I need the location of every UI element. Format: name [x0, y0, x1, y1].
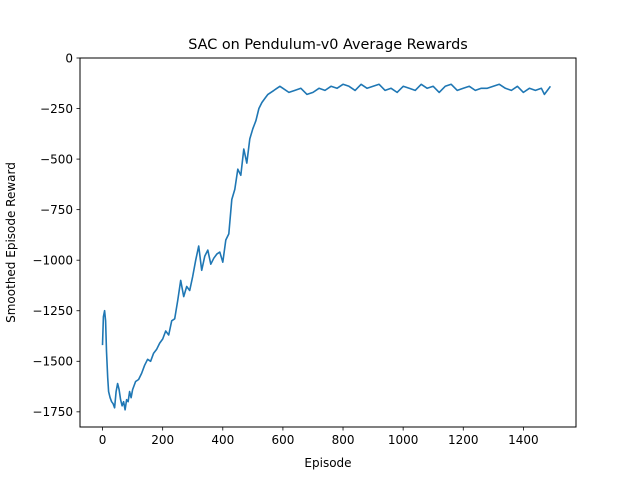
x-tick-label: 800 — [332, 433, 355, 447]
y-tick-label: 0 — [65, 51, 73, 65]
x-tick-label: 1400 — [508, 433, 539, 447]
x-tick-label: 600 — [271, 433, 294, 447]
x-axis-label: Episode — [304, 456, 351, 470]
y-tick-label: −750 — [40, 203, 73, 217]
y-axis-label: Smoothed Episode Reward — [4, 162, 18, 323]
y-tick-label: −1250 — [32, 304, 73, 318]
y-tick-label: −1000 — [32, 253, 73, 267]
y-tick-label: −500 — [40, 152, 73, 166]
x-tick-label: 400 — [211, 433, 234, 447]
plot-frame — [79, 57, 577, 428]
y-tick-label: −1500 — [32, 355, 73, 369]
series-line — [101, 83, 552, 411]
x-tick-label: 200 — [151, 433, 174, 447]
x-axis: 0 200 400 600 800 1000 1200 1400 — [99, 427, 539, 447]
y-tick-label: −250 — [40, 102, 73, 116]
chart-title: SAC on Pendulum-v0 Average Rewards — [188, 37, 467, 53]
y-tick-label: −1750 — [32, 405, 73, 419]
x-tick-label: 0 — [99, 433, 107, 447]
y-axis: 0 −250 −500 −750 −1000 −1250 −1500 −1750 — [32, 51, 80, 419]
x-tick-label: 1200 — [448, 433, 479, 447]
series-layer — [101, 83, 552, 411]
x-tick-label: 1000 — [388, 433, 419, 447]
